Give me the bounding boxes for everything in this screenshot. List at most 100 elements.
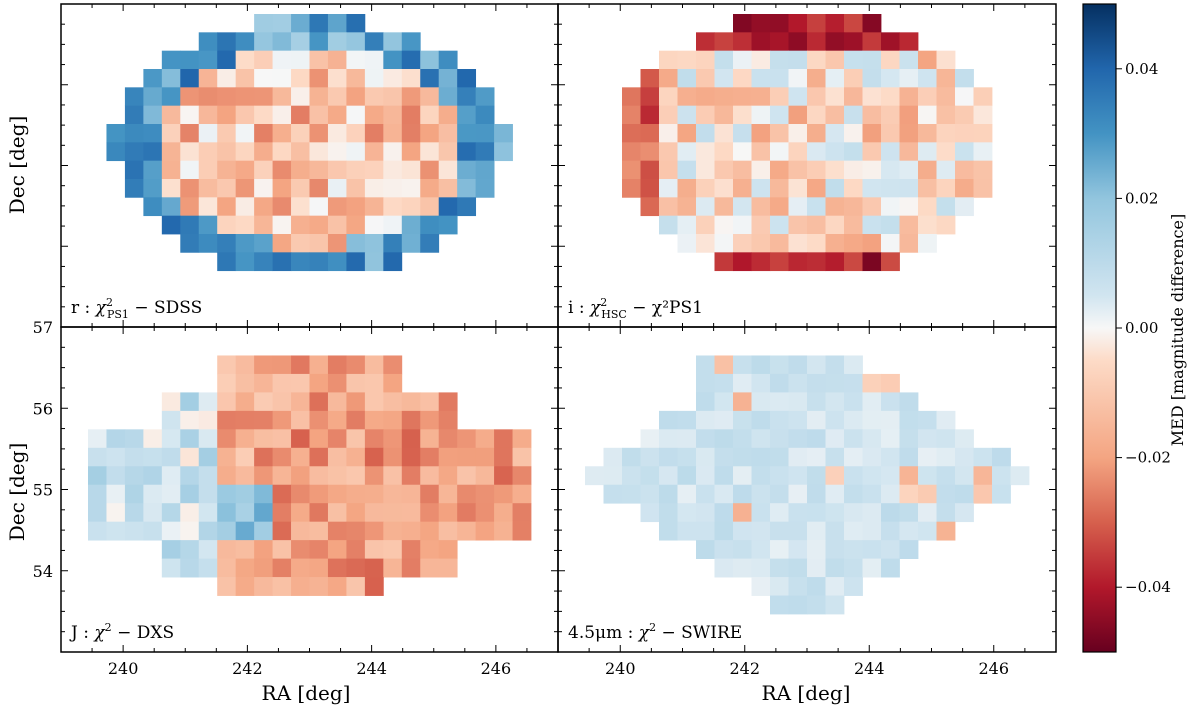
heatmap-cell — [291, 105, 310, 125]
heatmap-cell — [272, 142, 292, 162]
heatmap-cell — [401, 503, 421, 523]
heatmap-cell — [494, 429, 513, 449]
heatmap-cell — [198, 69, 218, 88]
heatmap-cell — [124, 179, 144, 198]
heatmap-cell — [254, 540, 273, 559]
heatmap-cell — [733, 105, 752, 125]
heatmap-cell — [714, 558, 734, 578]
heatmap-cell — [383, 429, 403, 449]
heatmap-cell — [383, 179, 403, 198]
heatmap-cell — [714, 160, 734, 180]
heatmap-cell — [696, 142, 715, 162]
heatmap-cell — [438, 50, 458, 70]
heatmap-cell — [622, 160, 641, 180]
heatmap-cell — [383, 521, 403, 541]
heatmap-cell — [936, 197, 956, 217]
heatmap-cell — [807, 447, 826, 467]
heatmap-cell — [844, 373, 863, 393]
heatmap-cell — [512, 429, 532, 449]
heatmap-cell — [714, 234, 734, 253]
heatmap-cell — [696, 503, 715, 523]
heatmap-cell — [161, 429, 181, 449]
heatmap-cell — [309, 105, 329, 125]
heatmap-cell — [272, 373, 292, 393]
heatmap-cell — [659, 410, 678, 430]
heatmap-cell — [770, 466, 789, 486]
heatmap-cell — [862, 521, 882, 541]
heatmap-cell — [124, 466, 144, 486]
heatmap-cell — [733, 14, 752, 33]
heatmap-cell — [494, 466, 513, 486]
heatmap-cell — [401, 521, 421, 541]
heatmap-cell — [198, 179, 218, 198]
heatmap-cell — [622, 466, 641, 486]
heatmap-cell — [401, 124, 421, 143]
heatmap-cell — [217, 540, 237, 559]
heatmap-cell — [881, 124, 900, 143]
heatmap-cell — [677, 484, 697, 504]
heatmap-cell — [714, 466, 734, 486]
heatmap-cell — [881, 32, 900, 52]
heatmap-cell — [235, 484, 255, 504]
heatmap-cell — [346, 179, 366, 198]
heatmap-cell — [936, 179, 956, 198]
heatmap-cell — [862, 160, 882, 180]
heatmap-cell — [124, 447, 144, 467]
heatmap-cell — [420, 392, 440, 412]
heatmap-cell — [475, 429, 495, 449]
heatmap-cell — [401, 215, 421, 235]
heatmap-cell — [770, 87, 789, 107]
heatmap-cell — [198, 142, 218, 162]
heatmap-cell — [862, 540, 882, 559]
heatmap-cell — [291, 392, 310, 412]
heatmap-cell — [918, 179, 937, 198]
heatmap-cell — [457, 429, 477, 449]
heatmap-cell — [862, 447, 882, 467]
heatmap-cell — [364, 87, 384, 107]
heatmap-cell — [438, 142, 458, 162]
heatmap-cell — [622, 105, 641, 125]
heatmap-cell — [751, 521, 771, 541]
heatmap-cell — [180, 503, 200, 523]
heatmap-cell — [309, 392, 329, 412]
heatmap-cell — [659, 197, 678, 217]
heatmap-cell — [807, 503, 826, 523]
heatmap-cell — [751, 160, 771, 180]
heatmap-cell — [899, 410, 919, 430]
heatmap-cell — [696, 50, 715, 70]
heatmap-cell — [254, 355, 273, 375]
heatmap-cell — [309, 373, 329, 393]
heatmap-cell — [88, 429, 107, 449]
heatmap-cell — [383, 87, 403, 107]
heatmap-cell — [918, 69, 937, 88]
heatmap-cell — [733, 215, 752, 235]
heatmap-cell — [714, 410, 734, 430]
heatmap-cell — [254, 234, 273, 253]
heatmap-cell — [622, 142, 641, 162]
x-axis-label-right: RA [deg] — [762, 681, 851, 705]
heatmap-cell — [346, 447, 366, 467]
heatmap-cell — [180, 429, 200, 449]
heatmap-cell — [825, 521, 845, 541]
heatmap-cell — [161, 392, 181, 412]
heatmap-cell — [309, 32, 329, 52]
heatmap-cell — [918, 234, 937, 253]
heatmap-cell — [733, 160, 752, 180]
x-tick-label: 240 — [605, 659, 636, 678]
heatmap-cell — [512, 466, 532, 486]
heatmap-cell — [992, 447, 1011, 467]
heatmap-cell — [677, 179, 697, 198]
heatmap-cell — [161, 410, 181, 430]
heatmap-cell — [383, 466, 403, 486]
heatmap-cell — [714, 429, 734, 449]
heatmap-cell — [733, 252, 752, 272]
heatmap-cell — [143, 521, 163, 541]
heatmap-cell — [640, 69, 660, 88]
heatmap-cell — [124, 429, 144, 449]
heatmap-cell — [881, 373, 900, 393]
heatmap-cell — [383, 410, 403, 430]
heatmap-cell — [788, 252, 808, 272]
heatmap-cell — [291, 234, 310, 253]
heatmap-cell — [272, 392, 292, 412]
heatmap-cell — [235, 521, 255, 541]
